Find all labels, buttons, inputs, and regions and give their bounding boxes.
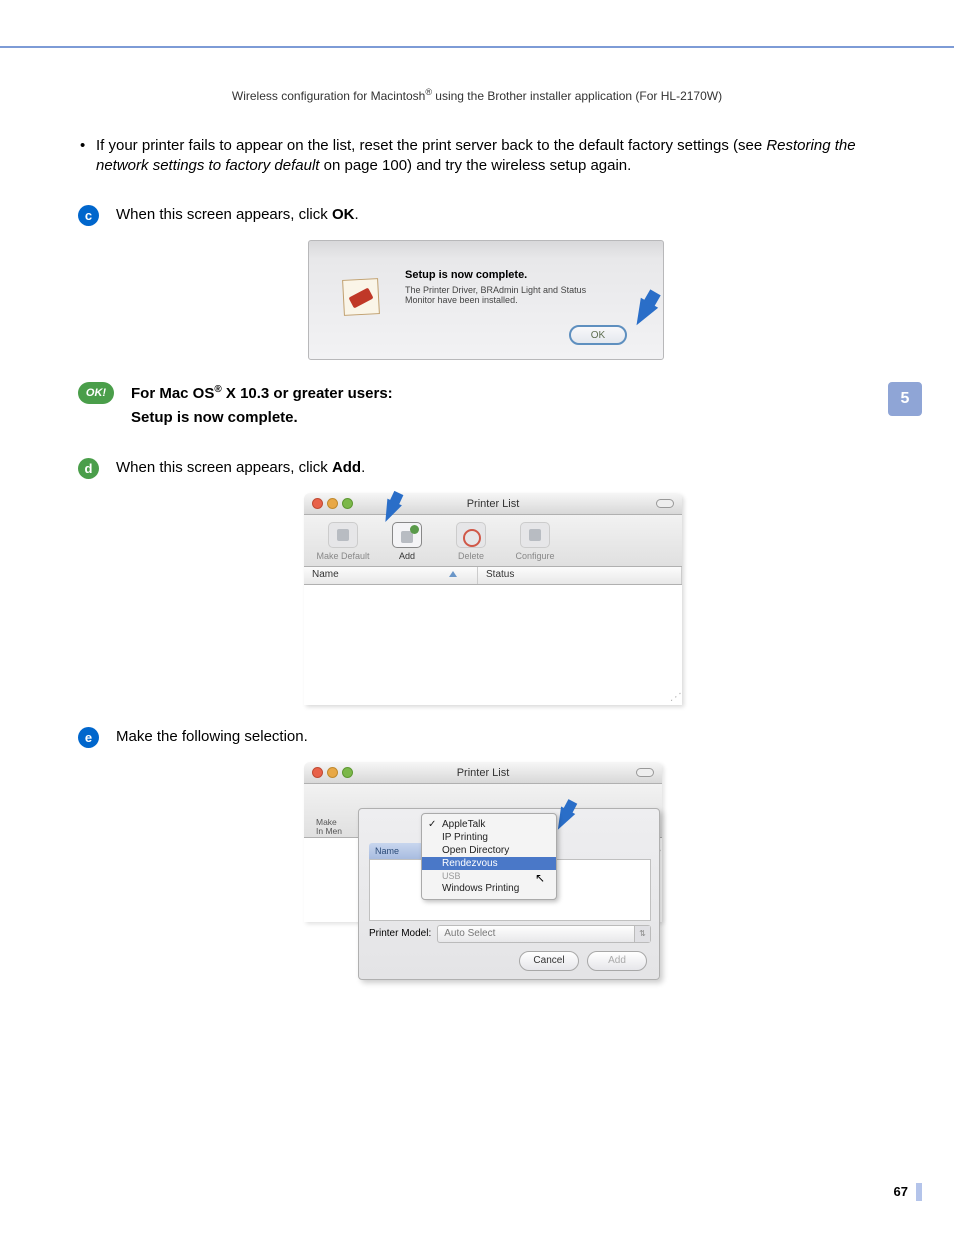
configure-icon (520, 522, 550, 548)
step-3: c When this screen appears, click OK. (78, 205, 878, 226)
name-column-header[interactable]: Name (304, 567, 478, 584)
window-titlebar: Printer List (304, 762, 662, 784)
make-default-label: Make Default (316, 551, 369, 561)
step-4-text-b: Add (332, 459, 361, 476)
menu-item-ip-printing[interactable]: IP Printing (422, 831, 556, 844)
resize-grip-icon[interactable]: ⋰ (670, 692, 680, 703)
printer-model-value: Auto Select (444, 928, 495, 939)
name-col-label: Name (312, 569, 339, 580)
configure-button[interactable]: Configure (504, 520, 566, 561)
ok-line1-a: For Mac OS (131, 385, 214, 402)
header-pre: Wireless configuration for Macintosh (232, 89, 425, 103)
registered-mark: ® (214, 384, 221, 395)
connection-type-menu: AppleTalk IP Printing Open Directory Ren… (421, 813, 557, 900)
step-4-badge: d (78, 458, 99, 479)
chapter-tab: 5 (888, 382, 922, 416)
delete-icon (456, 522, 486, 548)
toolbar: Make Default Add Delete Configure (304, 515, 682, 567)
header-post: using the Brother installer application … (432, 89, 722, 103)
toolbar-toggle-icon[interactable] (636, 768, 654, 777)
close-icon[interactable] (312, 498, 323, 509)
bullet-text-c: on page 100) and try the wireless setup … (319, 157, 631, 174)
name-column-header[interactable]: Name (369, 843, 421, 859)
ok-button[interactable]: OK (569, 325, 627, 345)
printer-icon (328, 522, 358, 548)
step-5-badge: e (78, 727, 99, 748)
screenshot-selection: Printer List Make In Men ⋰ AppleTalk IP … (304, 762, 682, 980)
window-title: Printer List (457, 767, 510, 779)
configure-label: Configure (515, 551, 554, 561)
page-number: 67 (894, 1184, 908, 1199)
ok-note-block: OK! For Mac OS® X 10.3 or greater users:… (78, 382, 878, 430)
zoom-icon[interactable] (342, 498, 353, 509)
step-3-text-b: OK (332, 206, 355, 223)
menu-item-open-directory[interactable]: Open Directory (422, 844, 556, 857)
traffic-lights (312, 767, 353, 778)
step-3-text: When this screen appears, click OK. (116, 205, 359, 223)
step-4-text: When this screen appears, click Add. (116, 458, 365, 476)
step-3-badge: c (78, 205, 99, 226)
add-printer-icon (392, 522, 422, 548)
window-title: Printer List (467, 498, 520, 510)
traffic-lights (312, 498, 353, 509)
minimize-icon[interactable] (327, 767, 338, 778)
step-4: d When this screen appears, click Add. (78, 458, 878, 479)
make-default-button[interactable]: Make Default (312, 520, 374, 561)
shot1-title: Setup is now complete. (405, 269, 527, 281)
printer-list-body (304, 585, 682, 703)
close-icon[interactable] (312, 767, 323, 778)
ok-line2: Setup is now complete. (131, 409, 298, 426)
add-button[interactable]: Add (587, 951, 647, 971)
step-4-text-c: . (361, 459, 365, 476)
running-header: Wireless configuration for Macintosh® us… (0, 87, 954, 103)
page-number-accent (916, 1183, 922, 1201)
installer-icon (342, 278, 380, 316)
registered-mark: ® (425, 87, 432, 97)
bullet-paragraph: If your printer fails to appear on the l… (78, 136, 878, 177)
add-button[interactable]: Add (376, 520, 438, 561)
screenshot-setup-complete: Setup is now complete. The Printer Drive… (308, 240, 664, 360)
ok-line1-b: X 10.3 or greater users: (222, 385, 393, 402)
select-arrows-icon: ⇅ (634, 926, 650, 942)
step-3-text-a: When this screen appears, click (116, 206, 332, 223)
screenshot-printer-list: Printer List Make Default Add Delete Con… (304, 493, 682, 705)
menu-item-appletalk[interactable]: AppleTalk (422, 818, 556, 831)
sort-ascending-icon (449, 571, 457, 577)
add-printer-sheet: AppleTalk IP Printing Open Directory Ren… (358, 808, 660, 980)
cursor-icon: ↖ (535, 871, 545, 885)
ok-badge: OK! (78, 382, 114, 404)
printer-model-select[interactable]: Auto Select ⇅ (437, 925, 651, 943)
delete-button[interactable]: Delete (440, 520, 502, 561)
menu-item-rendezvous[interactable]: Rendezvous (422, 857, 556, 870)
status-column-header[interactable]: Status (478, 567, 682, 584)
bullet-text-a: If your printer fails to appear on the l… (96, 137, 766, 154)
printer-model-label: Printer Model: (369, 928, 431, 939)
step-5-text: Make the following selection. (116, 727, 308, 745)
button-row: Cancel Add (519, 951, 647, 971)
zoom-icon[interactable] (342, 767, 353, 778)
ok-note-text: For Mac OS® X 10.3 or greater users: Set… (131, 382, 393, 430)
add-label: Add (399, 551, 415, 561)
step-4-text-a: When this screen appears, click (116, 459, 332, 476)
delete-label: Delete (458, 551, 484, 561)
column-header-row: Name Status (304, 567, 682, 585)
step-3-text-c: . (354, 206, 358, 223)
page-top-rule (0, 46, 954, 48)
window-titlebar: Printer List (304, 493, 682, 515)
cancel-button[interactable]: Cancel (519, 951, 579, 971)
toolbar-toggle-icon[interactable] (656, 499, 674, 508)
step-5: e Make the following selection. (78, 727, 878, 748)
arrow-icon (628, 297, 658, 330)
shot1-subtitle: The Printer Driver, BRAdmin Light and St… (405, 285, 615, 307)
printer-model-row: Printer Model: Auto Select ⇅ (369, 925, 651, 943)
minimize-icon[interactable] (327, 498, 338, 509)
